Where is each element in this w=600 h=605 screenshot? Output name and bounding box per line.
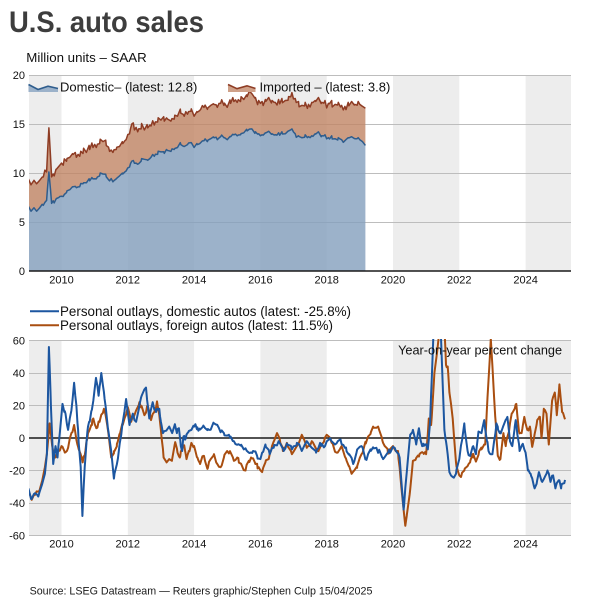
svg-text:10: 10 [13, 168, 25, 180]
svg-text:2014: 2014 [182, 275, 206, 287]
svg-text:20: 20 [13, 70, 25, 82]
svg-text:2018: 2018 [314, 275, 338, 287]
svg-text:Million units – SAAR: Million units – SAAR [26, 50, 146, 65]
svg-text:-20: -20 [9, 465, 25, 477]
svg-text:2014: 2014 [182, 539, 206, 551]
svg-text:Domestic– (latest: 12.8): Domestic– (latest: 12.8) [60, 80, 197, 95]
svg-text:2024: 2024 [513, 275, 537, 287]
svg-text:0: 0 [19, 433, 25, 445]
svg-text:20: 20 [13, 400, 25, 412]
svg-text:-60: -60 [9, 530, 25, 542]
svg-text:2020: 2020 [381, 539, 405, 551]
svg-text:2022: 2022 [447, 539, 471, 551]
svg-text:2016: 2016 [248, 539, 272, 551]
svg-text:2022: 2022 [447, 275, 471, 287]
svg-text:2024: 2024 [513, 539, 537, 551]
svg-text:40: 40 [13, 368, 25, 380]
svg-text:Personal outlays, foreign auto: Personal outlays, foreign autos (latest:… [60, 318, 333, 333]
svg-text:2012: 2012 [116, 275, 140, 287]
svg-text:-40: -40 [9, 498, 25, 510]
svg-text:2010: 2010 [49, 539, 73, 551]
svg-text:2016: 2016 [248, 275, 272, 287]
svg-text:U.S. auto sales: U.S. auto sales [9, 6, 204, 39]
svg-text:Year-on-year percent change: Year-on-year percent change [398, 344, 562, 358]
svg-text:15: 15 [13, 119, 25, 131]
svg-text:2012: 2012 [116, 539, 140, 551]
svg-text:Imported – (latest: 3.8): Imported – (latest: 3.8) [260, 80, 391, 95]
svg-text:Source: LSEG Datastream — Reut: Source: LSEG Datastream — Reuters graphi… [30, 585, 373, 597]
svg-text:5: 5 [19, 217, 25, 229]
svg-text:2018: 2018 [314, 539, 338, 551]
svg-text:2020: 2020 [381, 275, 405, 287]
svg-text:Personal outlays, domestic aut: Personal outlays, domestic autos (latest… [60, 304, 351, 319]
svg-text:0: 0 [19, 266, 25, 278]
svg-text:60: 60 [13, 335, 25, 347]
svg-text:2010: 2010 [49, 275, 73, 287]
